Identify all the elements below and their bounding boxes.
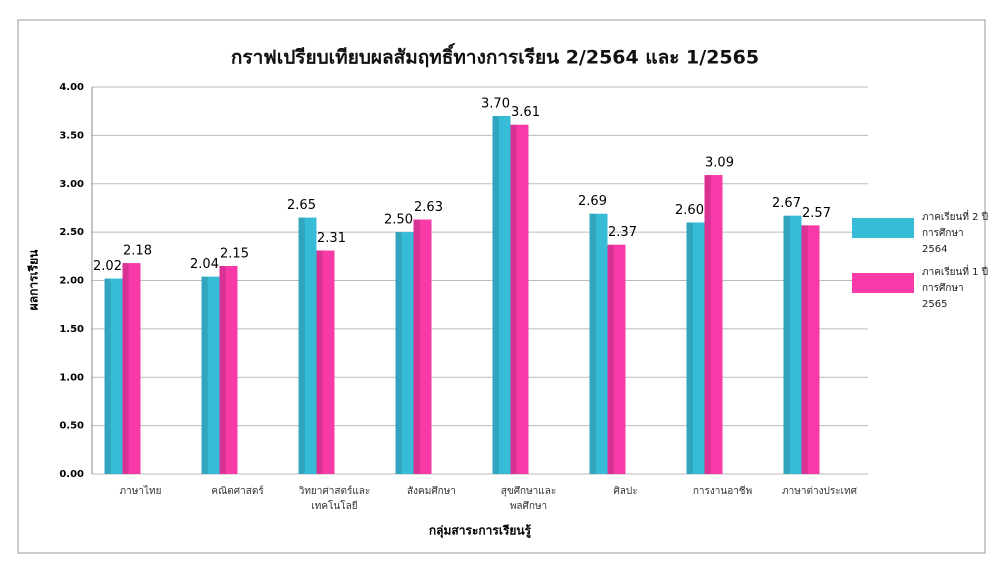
y-tick-label: 3.50 (59, 130, 84, 141)
bar-shade (316, 250, 323, 474)
y-tick-label: 4.00 (59, 82, 84, 93)
legend-label: ภาคเรียนที่ 1 ปีการศึกษา 2565 (922, 267, 989, 310)
value-label: 2.50 (384, 213, 413, 228)
y-tick-label: 0.50 (59, 421, 84, 432)
bar (122, 263, 141, 474)
value-label: 2.63 (414, 200, 443, 215)
bar-shade (704, 175, 711, 475)
x-tick-label: ศิลปะ (613, 486, 638, 497)
y-tick-label: 2.00 (59, 276, 84, 287)
bar (510, 124, 529, 475)
bar-shade (492, 116, 499, 475)
value-label: 2.69 (578, 194, 607, 209)
y-tick-label: 1.00 (59, 372, 84, 383)
value-label: 2.02 (93, 259, 122, 274)
y-axis-title: ผลการเรียน (27, 249, 41, 310)
value-label: 2.15 (220, 246, 249, 261)
value-label: 2.18 (123, 244, 152, 259)
x-tick-label: การงานอาชีพ (692, 486, 753, 497)
bar-shade (413, 219, 420, 474)
bar-shade (298, 217, 305, 475)
bar (298, 217, 317, 475)
value-label: 2.65 (287, 198, 316, 213)
value-label: 2.57 (802, 206, 831, 221)
x-tick-label: คณิตศาสตร์ (211, 486, 264, 497)
bar-shade (686, 222, 693, 474)
legend-swatch (852, 273, 914, 293)
bar-shade (122, 263, 129, 474)
bar-shade (510, 124, 517, 475)
bar (492, 116, 511, 475)
bar-shade (783, 215, 790, 475)
value-label: 3.09 (705, 156, 734, 171)
x-tick-label: ภาษาไทย (119, 486, 162, 497)
x-tick-label: วิทยาศาสตร์และเทคโนโลยี (298, 486, 371, 512)
bar-shade (104, 278, 111, 474)
value-label: 2.60 (675, 203, 704, 218)
value-label: 2.31 (317, 231, 346, 246)
y-tick-label: 0.00 (59, 469, 84, 480)
value-label: 3.61 (511, 105, 540, 120)
bar (201, 276, 220, 474)
bar (413, 219, 432, 474)
bar (686, 222, 705, 474)
bar (104, 278, 123, 474)
bar (801, 225, 820, 474)
value-label: 2.04 (190, 257, 219, 272)
x-axis-title: กลุ่มสาระการเรียนรู้ (429, 524, 532, 539)
x-tick-label: ภาษาต่างประเทศ (782, 486, 857, 497)
chart-title: กราฟเปรียบเทียบผลสัมฤทธิ์ทางการเรียน 2/2… (231, 43, 759, 69)
bar-shade (801, 225, 808, 474)
value-label: 2.37 (608, 225, 637, 240)
bar-shade (589, 213, 596, 474)
legend-label: ภาคเรียนที่ 2 ปีการศึกษา 2564 (922, 212, 989, 255)
value-label: 2.67 (772, 196, 801, 211)
bar-shade (219, 265, 226, 474)
bar-shade (607, 244, 614, 474)
bar-shade (201, 276, 208, 474)
bar (704, 175, 723, 475)
x-tick-label: สุขศึกษาและพลศึกษา (500, 486, 557, 512)
bar (589, 213, 608, 474)
legend-swatch (852, 218, 914, 238)
bar-shade (395, 232, 402, 474)
value-label: 3.70 (481, 97, 510, 112)
bar (316, 250, 335, 474)
y-tick-label: 3.00 (59, 179, 84, 190)
y-tick-label: 1.50 (59, 324, 84, 335)
bar (783, 215, 802, 475)
x-tick-label: สังคมศึกษา (407, 486, 456, 497)
y-tick-label: 2.50 (59, 227, 84, 238)
bar (607, 244, 626, 474)
bar (395, 232, 414, 474)
bar (219, 265, 238, 474)
